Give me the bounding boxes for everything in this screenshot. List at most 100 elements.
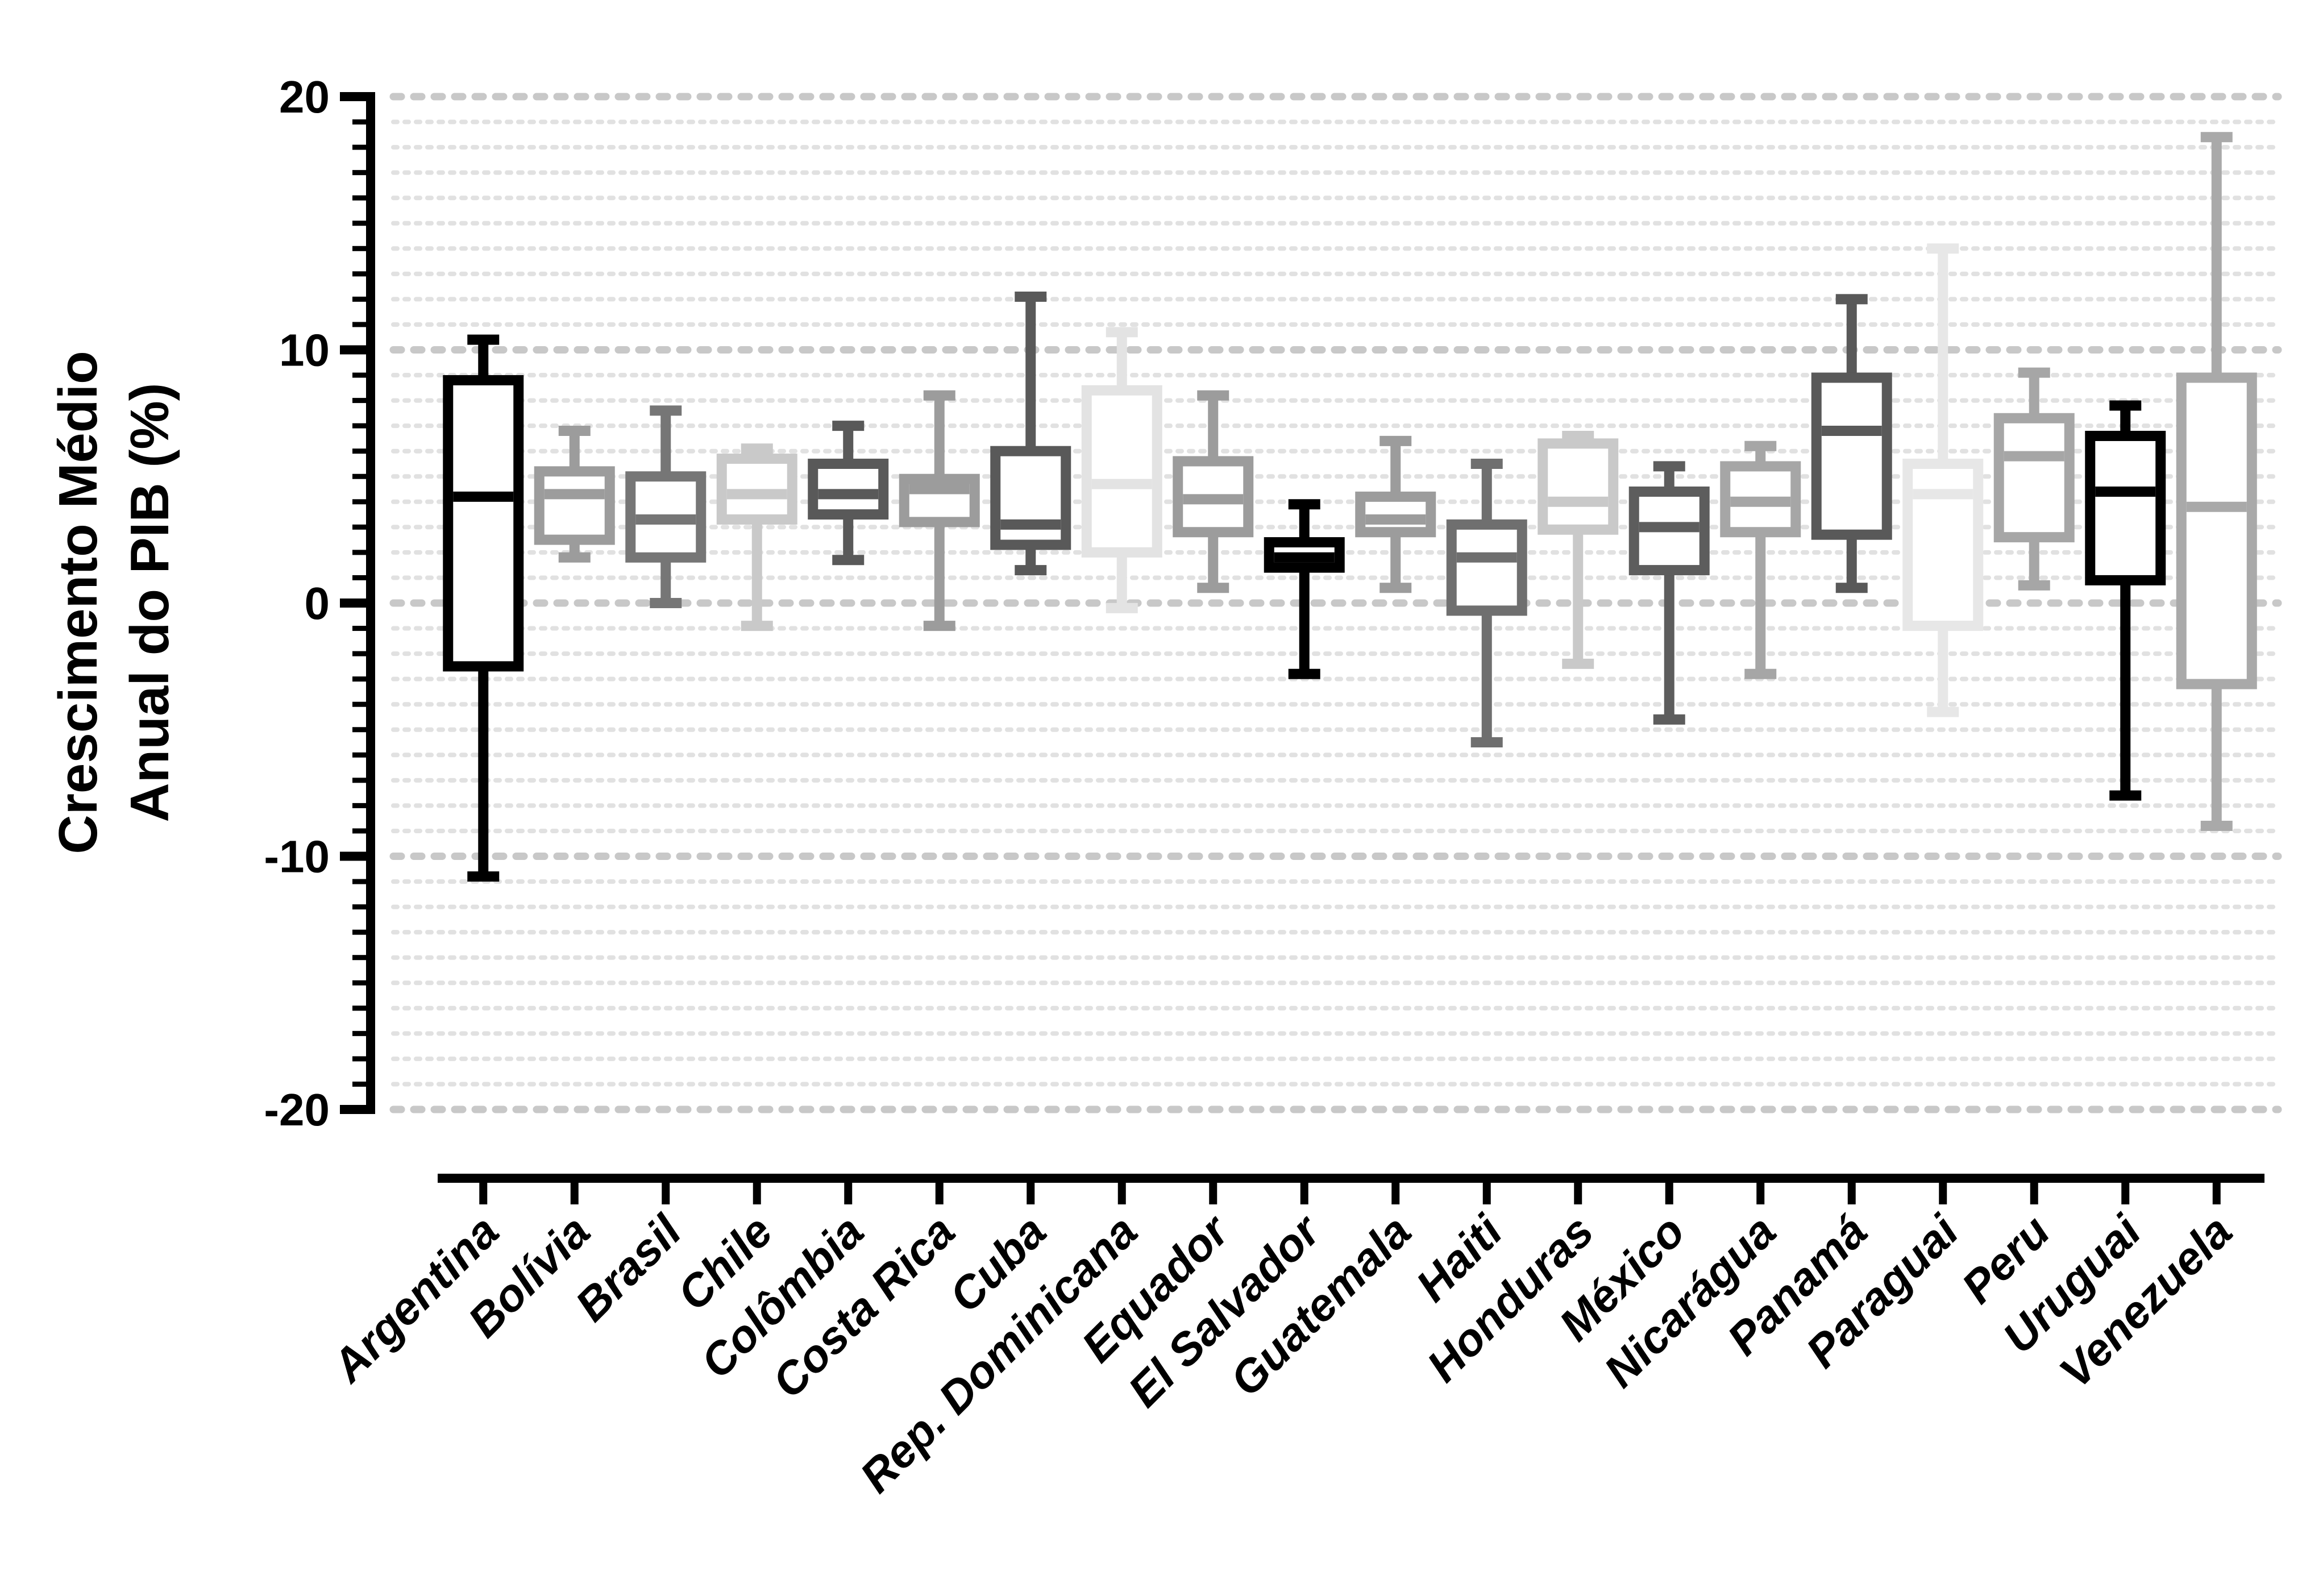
- y-tick-label-20: 20: [279, 72, 330, 122]
- y-minor-tick--4: [352, 701, 367, 707]
- x-tick-cuba: [1027, 1183, 1035, 1204]
- iqr-box-honduras: [1538, 438, 1619, 535]
- iqr-box-venezuela: [2176, 372, 2257, 689]
- iqr-box-peru: [1993, 413, 2075, 543]
- y-minor-tick--7: [352, 778, 367, 783]
- y-minor-tick-15: [352, 221, 367, 226]
- y-major-tick-10: [340, 345, 367, 355]
- y-axis-title-line1: Crescimento Médio: [48, 351, 109, 854]
- gridlines-layer: [389, 93, 2282, 1113]
- y-tick-label--20: -20: [264, 1084, 330, 1135]
- x-tick-bolivia: [570, 1183, 579, 1204]
- y-major-tick--10: [340, 851, 367, 861]
- y-minor-tick--17: [352, 1030, 367, 1036]
- y-minor-tick--8: [352, 803, 367, 808]
- box-brasil: [625, 405, 707, 608]
- y-minor-tick--1: [352, 626, 367, 631]
- y-minor-tick--12: [352, 904, 367, 910]
- iqr-box-cuba: [990, 446, 1071, 550]
- y-minor-tick-5: [352, 473, 367, 479]
- box-equador: [1173, 390, 1254, 593]
- x-axis-ticks-layer: [479, 1183, 2221, 1204]
- y-minor-tick-17: [352, 170, 367, 176]
- y-minor-tick--16: [352, 1005, 367, 1011]
- x-tick-brasil: [662, 1183, 670, 1204]
- y-minor-tick--19: [352, 1081, 367, 1087]
- box-argentina: [443, 334, 524, 882]
- x-tick-argentina: [479, 1183, 488, 1204]
- y-minor-tick-6: [352, 448, 367, 454]
- x-tick-honduras: [1574, 1183, 1582, 1204]
- x-tick-colombia: [844, 1183, 853, 1204]
- box-haiti: [1446, 458, 1527, 748]
- box-el-salvador: [1264, 499, 1345, 679]
- y-minor-tick--2: [352, 651, 367, 656]
- y-minor-tick--14: [352, 955, 367, 961]
- x-tick-peru: [2030, 1183, 2038, 1204]
- x-tick-haiti: [1482, 1183, 1491, 1204]
- box-mexico: [1628, 461, 1710, 725]
- y-axis-ticks-layer: [340, 92, 367, 1114]
- y-minor-tick--5: [352, 727, 367, 733]
- box-colombia: [808, 421, 889, 566]
- box-panama: [1811, 294, 1892, 593]
- box-honduras: [1538, 430, 1619, 669]
- y-major-tick-20: [340, 92, 367, 101]
- iqr-box-argentina: [443, 375, 524, 672]
- box-paraguai: [1902, 243, 1984, 717]
- boxes-layer: [443, 132, 2257, 882]
- x-tick-rep-dominicana: [1117, 1183, 1126, 1204]
- box-venezuela: [2176, 132, 2257, 832]
- y-axis-title-line2: Anual do PIB (%): [119, 383, 180, 822]
- y-minor-tick--18: [352, 1056, 367, 1062]
- x-tick-guatemala: [1391, 1183, 1400, 1204]
- y-minor-tick-13: [352, 271, 367, 277]
- iqr-box-uruguai: [2085, 430, 2166, 585]
- y-minor-tick--3: [352, 676, 367, 682]
- y-minor-tick--9: [352, 828, 367, 834]
- x-label-brasil: Brasil: [566, 1205, 691, 1331]
- y-minor-tick-11: [352, 322, 367, 327]
- x-tick-paraguai: [1939, 1183, 1947, 1204]
- y-major-tick-0: [340, 598, 367, 608]
- y-minor-tick--13: [352, 929, 367, 935]
- y-minor-tick-3: [352, 524, 367, 530]
- y-minor-tick--15: [352, 980, 367, 986]
- x-tick-el-salvador: [1300, 1183, 1308, 1204]
- x-tick-panama: [1847, 1183, 1856, 1204]
- x-tick-mexico: [1665, 1183, 1673, 1204]
- y-minor-tick-1: [352, 575, 367, 580]
- x-tick-nicaragua: [1756, 1183, 1765, 1204]
- box-guatemala: [1355, 435, 1436, 593]
- x-tick-uruguai: [2121, 1183, 2130, 1204]
- iqr-box-paraguai: [1902, 458, 1984, 631]
- y-minor-tick-7: [352, 423, 367, 429]
- iqr-box-haiti: [1446, 519, 1527, 616]
- y-tick-label--10: -10: [264, 832, 330, 882]
- y-tick-label-10: 10: [279, 325, 330, 376]
- y-minor-tick-2: [352, 550, 367, 555]
- box-nicaragua: [1720, 440, 1801, 679]
- iqr-box-panama: [1811, 372, 1892, 540]
- y-minor-tick-4: [352, 499, 367, 505]
- y-minor-tick-12: [352, 296, 367, 302]
- box-peru: [1993, 367, 2075, 591]
- y-major-tick--20: [340, 1105, 367, 1114]
- box-uruguai: [2085, 400, 2166, 801]
- x-tick-equador: [1209, 1183, 1218, 1204]
- box-cuba: [990, 291, 1071, 576]
- box-rep-dominicana: [1081, 327, 1162, 613]
- x-tick-costa-rica: [935, 1183, 944, 1204]
- y-minor-tick-9: [352, 372, 367, 378]
- y-axis-tick-labels-layer: 20 10 0 -10 -20: [264, 72, 330, 1135]
- box-bolivia: [534, 426, 615, 563]
- x-axis-labels-layer: ArgentinaBolíviaBrasilChileColômbiaCosta…: [322, 1204, 2242, 1502]
- y-tick-label-0: 0: [305, 578, 330, 629]
- box-chile: [716, 443, 797, 631]
- iqr-box-bolivia: [534, 466, 615, 545]
- y-minor-tick-8: [352, 398, 367, 404]
- y-minor-tick-19: [352, 119, 367, 125]
- x-tick-chile: [753, 1183, 761, 1204]
